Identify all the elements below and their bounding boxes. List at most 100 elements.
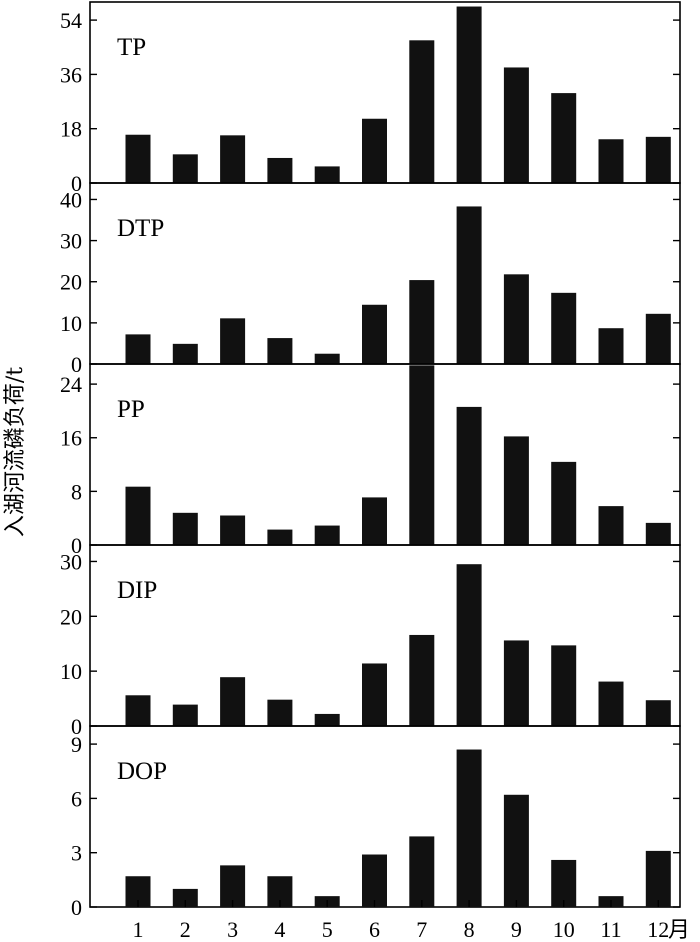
bar-dtp-7 xyxy=(409,280,435,364)
bar-pp-6 xyxy=(362,497,387,545)
x-tick-label: 11 xyxy=(600,917,621,942)
bar-dip-6 xyxy=(362,663,387,726)
y-tick-label: 0 xyxy=(71,171,82,196)
bar-tp-1 xyxy=(125,134,151,183)
bar-pp-3 xyxy=(220,515,246,545)
bar-pp-10 xyxy=(551,461,577,545)
bar-dop-10 xyxy=(551,859,577,907)
bar-pp-11 xyxy=(598,506,624,545)
panel-pp: 0 8 16 24 PP xyxy=(60,363,681,558)
bar-tp-7 xyxy=(409,40,435,183)
bar-dip-12 xyxy=(645,700,671,726)
y-tick-label: 9 xyxy=(71,732,82,757)
x-tick-label: 2 xyxy=(180,917,191,942)
bar-dtp-3 xyxy=(220,318,246,364)
bar-dtp-10 xyxy=(551,292,577,364)
bar-tp-12 xyxy=(645,136,671,183)
bar-dip-9 xyxy=(503,640,529,726)
panel-dtp: 0 10 20 30 40 DTP xyxy=(60,182,681,377)
y-tick-label: 10 xyxy=(60,659,82,684)
bar-tp-9 xyxy=(503,67,529,183)
y-tick-label: 24 xyxy=(60,372,82,397)
y-tick-label: 0 xyxy=(71,533,82,558)
bar-dtp-1 xyxy=(125,334,151,364)
x-tick-label: 5 xyxy=(322,917,333,942)
bar-dtp-11 xyxy=(598,328,624,364)
y-axis-label: 入湖河流磷负荷/t xyxy=(3,367,28,537)
x-tick-label: 10 xyxy=(553,917,575,942)
bar-dtp-12 xyxy=(645,313,671,364)
bar-dtp-4 xyxy=(267,338,293,364)
y-tick-label: 8 xyxy=(71,479,82,504)
y-tick-label: 3 xyxy=(71,841,82,866)
y-tick-label: 20 xyxy=(60,604,82,629)
panel-dip: 0 10 20 30 DIP xyxy=(60,544,681,739)
x-tick-label: 1 xyxy=(133,917,144,942)
panel-title: DOP xyxy=(117,758,167,785)
bar-dip-3 xyxy=(220,677,246,726)
x-tick-label: 7 xyxy=(416,917,427,942)
bar-dip-5 xyxy=(314,713,340,726)
bar-tp-6 xyxy=(362,118,387,183)
x-axis: 1 2 3 4 5 6 7 8 9 10 11 12月 xyxy=(133,900,690,942)
y-tick-label: 10 xyxy=(60,311,82,336)
bar-dtp-8 xyxy=(456,206,482,364)
x-tick-label: 3 xyxy=(227,917,238,942)
bar-dip-2 xyxy=(172,704,198,726)
bar-tp-2 xyxy=(172,154,198,183)
bar-dip-11 xyxy=(598,681,624,726)
panel-title: DIP xyxy=(117,577,157,604)
bar-dop-8 xyxy=(456,749,482,907)
bar-pp-8 xyxy=(456,406,482,545)
panel-dop: 0 3 6 9 DOP xyxy=(71,725,681,920)
bar-dip-7 xyxy=(409,634,435,726)
x-axis-unit-label: 月 xyxy=(668,917,690,942)
panel-title: DTP xyxy=(117,215,164,242)
panel-title: PP xyxy=(117,396,145,423)
x-tick-label: 12 xyxy=(647,917,669,942)
x-tick-label: 6 xyxy=(369,917,380,942)
bar-pp-7 xyxy=(409,365,435,545)
y-tick-label: 6 xyxy=(71,786,82,811)
panel-tp: 0 18 36 54 TP xyxy=(60,1,681,196)
bar-dip-10 xyxy=(551,645,577,726)
y-tick-label: 40 xyxy=(60,187,82,212)
bar-tp-11 xyxy=(598,139,624,183)
bar-dtp-5 xyxy=(314,353,340,364)
bar-dop-2 xyxy=(172,888,198,907)
bar-pp-9 xyxy=(503,436,529,545)
y-tick-label: 36 xyxy=(60,62,82,87)
bar-tp-3 xyxy=(220,135,246,183)
bar-tp-4 xyxy=(267,157,293,183)
y-tick-label: 30 xyxy=(60,549,82,574)
x-tick-label: 9 xyxy=(511,917,522,942)
bar-pp-12 xyxy=(645,522,671,545)
x-tick-label: 4 xyxy=(274,917,285,942)
bar-dip-8 xyxy=(456,564,482,726)
bar-dop-12 xyxy=(645,850,671,907)
bar-dip-4 xyxy=(267,699,293,726)
y-tick-label: 0 xyxy=(71,895,82,920)
panels: 0183654TP010203040DTP081624PP0102030DIP0… xyxy=(60,1,681,920)
bar-dop-7 xyxy=(409,836,435,907)
bar-dip-1 xyxy=(125,695,151,726)
bar-dop-6 xyxy=(362,854,387,907)
y-tick-label: 20 xyxy=(60,270,82,295)
panel-title: TP xyxy=(117,34,146,61)
y-tick-label: 16 xyxy=(60,426,82,451)
bar-tp-8 xyxy=(456,6,482,184)
bar-dtp-6 xyxy=(362,304,387,364)
x-tick-label: 8 xyxy=(464,917,475,942)
bar-tp-10 xyxy=(551,93,577,183)
bar-dop-9 xyxy=(503,794,529,907)
bar-dtp-9 xyxy=(503,274,529,364)
bar-pp-1 xyxy=(125,486,151,545)
bar-pp-2 xyxy=(172,512,198,545)
y-tick-label: 18 xyxy=(60,117,82,142)
bar-dtp-2 xyxy=(172,343,198,364)
bar-pp-4 xyxy=(267,529,293,545)
bar-tp-5 xyxy=(314,166,340,183)
y-tick-label: 0 xyxy=(71,714,82,739)
bar-pp-5 xyxy=(314,525,340,545)
